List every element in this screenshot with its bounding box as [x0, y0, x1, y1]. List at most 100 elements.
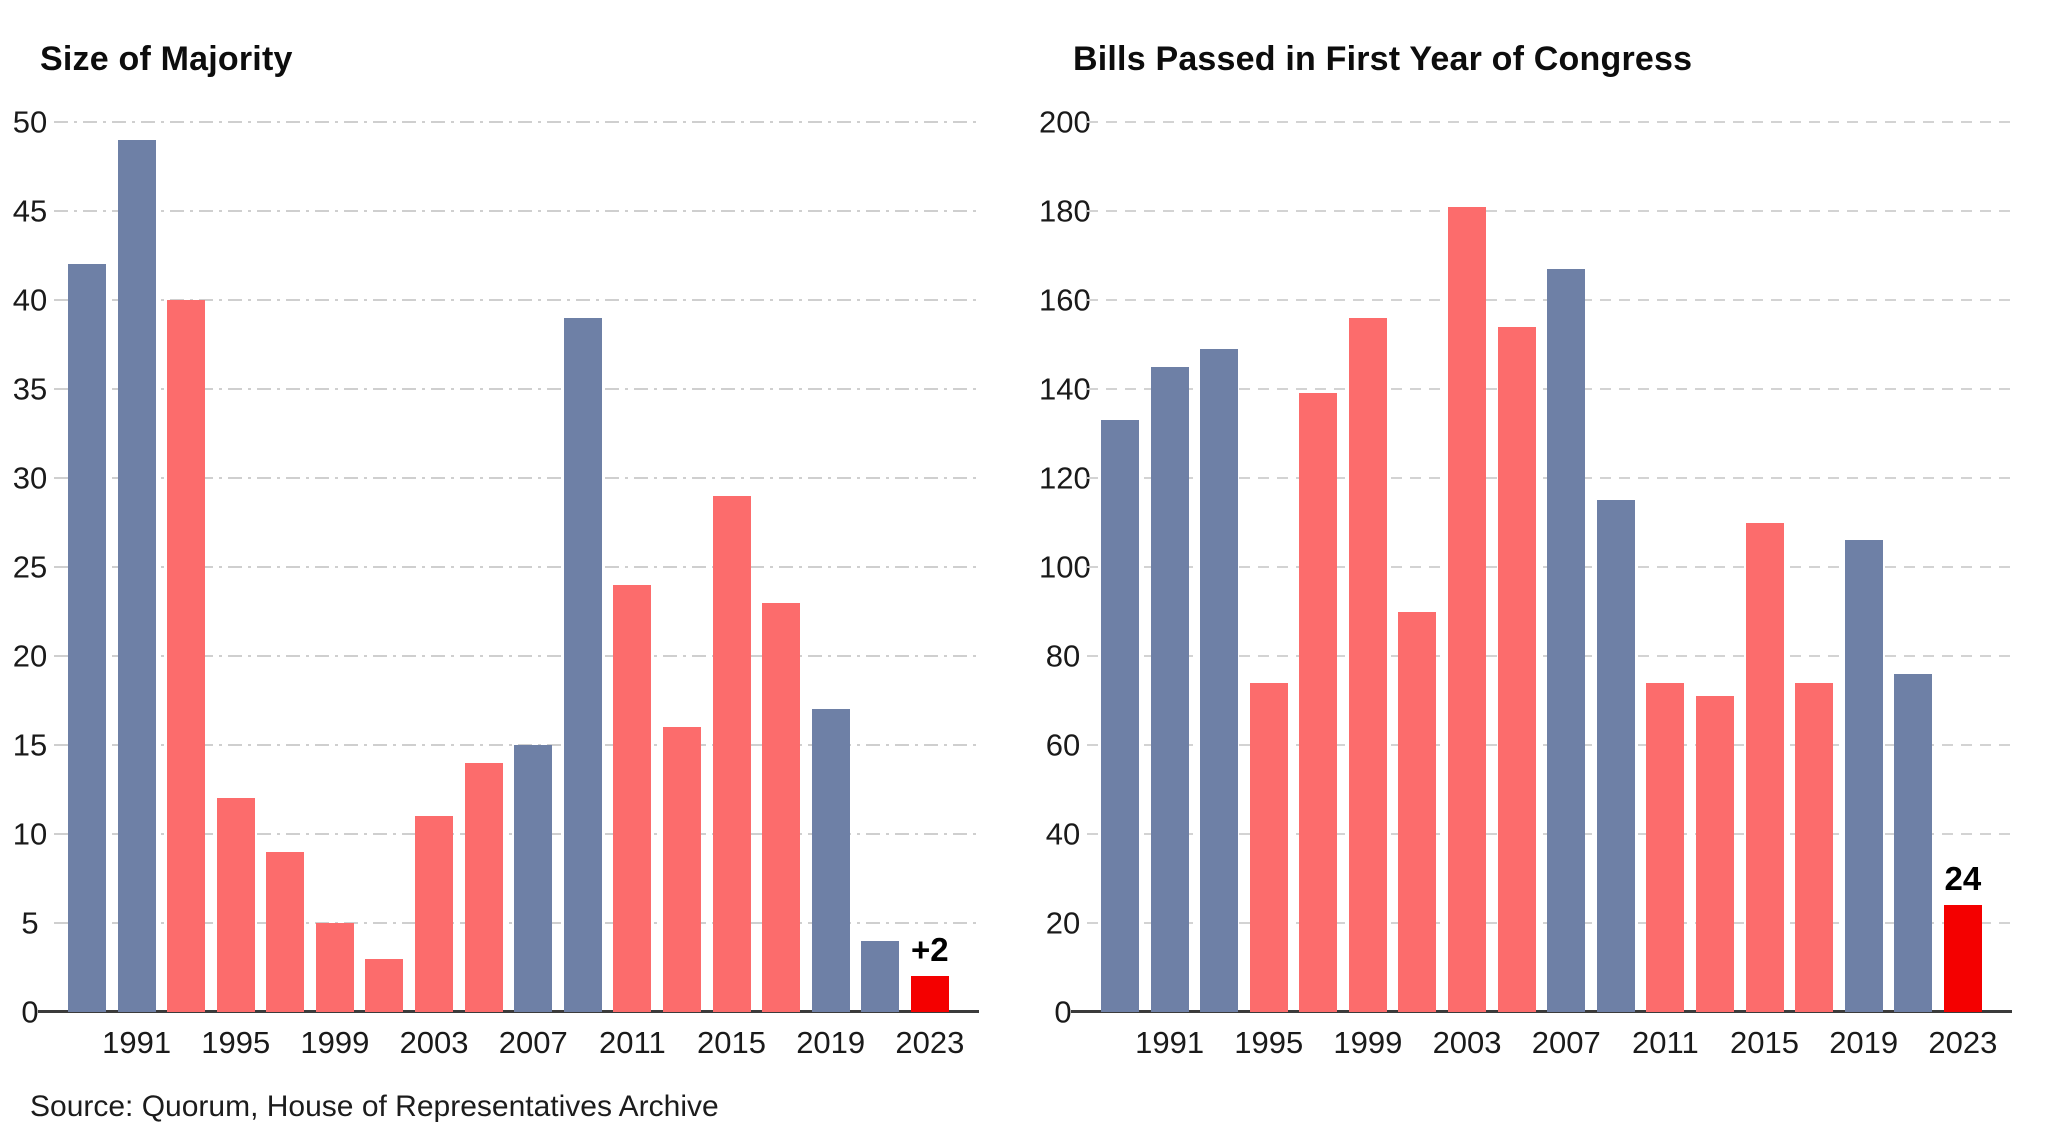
- bar-2009: [563, 317, 602, 1012]
- x-slot: 2007: [499, 1025, 568, 1064]
- x-slot: [564, 1026, 602, 1064]
- x-tick-label: 2007: [1531, 1025, 1601, 1060]
- bar-2013: [1695, 696, 1734, 1012]
- x-tick-label: 2011: [599, 1025, 666, 1060]
- bar-slot: [1448, 122, 1487, 1012]
- bar-slot: [1745, 122, 1784, 1012]
- x-slot: [167, 1026, 205, 1064]
- bar-slot: [415, 122, 454, 1012]
- plot-row: 0 5 10 15 20 25 30 35 40 45 50 +2: [6, 107, 979, 1028]
- bar-slot: [167, 122, 206, 1012]
- x-slot: 1999: [1333, 1025, 1402, 1064]
- gridline: [1087, 210, 2012, 212]
- charts-row: Size of Majority 0 5 10 15 20 25 30 35 40 45 50 +2…: [6, 38, 2012, 1064]
- x-slot: 1999: [300, 1025, 369, 1064]
- x-tick-label: 2023: [1928, 1025, 1998, 1060]
- y-tick-label: 0: [21, 994, 39, 1030]
- chart-title: Size of Majority: [40, 40, 293, 78]
- y-tick-label: 80: [1045, 638, 1081, 674]
- x-tick-label: 2019: [796, 1025, 866, 1060]
- x-slot: 2019: [1829, 1025, 1898, 1064]
- bar-2019: [1844, 540, 1883, 1012]
- x-tick-label: 2003: [1432, 1025, 1502, 1060]
- gridline: [54, 299, 979, 301]
- y-axis-labels: 0 5 10 15 20 25 30 35 40 45 50: [6, 107, 54, 1028]
- plot-row: 0 20 40 60 80 100 120 140 160 180 200 24: [1039, 107, 2012, 1028]
- bar-2021: [1894, 673, 1933, 1012]
- bar-2007: [1547, 268, 1586, 1012]
- bar-value-label: +2: [911, 931, 949, 969]
- x-slot: 2003: [1433, 1025, 1502, 1064]
- bar-2011: [1646, 682, 1685, 1012]
- bar-1993: [1200, 348, 1239, 1012]
- x-slot: [465, 1026, 503, 1064]
- y-tick-label: 60: [1045, 727, 1081, 763]
- x-slot: 2015: [697, 1025, 766, 1064]
- x-slot: [1696, 1026, 1734, 1064]
- bar-2005: [1497, 326, 1536, 1012]
- x-slot: 2019: [796, 1025, 865, 1064]
- y-tick-label: 200: [1039, 104, 1091, 140]
- bar-1989: [68, 264, 106, 1012]
- x-slot: [1795, 1026, 1833, 1064]
- bar-1991: [1150, 366, 1189, 1012]
- bar-1999: [1348, 317, 1387, 1012]
- x-slot: [365, 1026, 403, 1064]
- bar-2015: [1745, 522, 1784, 1012]
- bar-slot: [1844, 122, 1883, 1012]
- bar-slot: [266, 122, 305, 1012]
- y-tick-label: 25: [12, 549, 48, 585]
- x-axis-line: [38, 1010, 979, 1013]
- x-slot: 2011: [1632, 1025, 1699, 1064]
- gridline: [54, 388, 979, 390]
- bar-slot: [1398, 122, 1437, 1012]
- bar-slot: [563, 122, 602, 1012]
- bar-2017: [762, 602, 801, 1012]
- bar-slot: [762, 122, 801, 1012]
- bar-slot: [514, 122, 553, 1012]
- gridline: [54, 210, 979, 212]
- bar-slot: [68, 122, 106, 1012]
- x-tick-label: 1991: [102, 1025, 172, 1060]
- x-slot: [266, 1026, 304, 1064]
- x-slot: 2015: [1730, 1025, 1799, 1064]
- x-tick-label: 1995: [201, 1025, 271, 1060]
- gridline: [54, 477, 979, 479]
- chart-size-of-majority: Size of Majority 0 5 10 15 20 25 30 35 40 45 50 +2…: [6, 38, 979, 1064]
- x-tick-label: 1999: [1333, 1025, 1403, 1060]
- x-slot: 2011: [599, 1025, 666, 1064]
- gridline: [54, 566, 979, 568]
- bar-2021: [861, 940, 900, 1012]
- bar-2005: [464, 762, 503, 1012]
- gridline: [54, 655, 979, 657]
- y-tick-label: 5: [21, 905, 39, 941]
- y-tick-label: 30: [12, 460, 48, 496]
- y-tick-label: 180: [1039, 193, 1091, 229]
- bar-value-label: 24: [1944, 860, 1982, 898]
- bar-slot: [1596, 122, 1635, 1012]
- x-slot: [1299, 1026, 1337, 1064]
- bar-slot: [365, 122, 404, 1012]
- bar-slot: [1894, 122, 1933, 1012]
- chart-title: Bills Passed in First Year of Congress: [1073, 40, 1693, 78]
- gridline: [1087, 121, 2012, 123]
- x-slot: [762, 1026, 800, 1064]
- bar-1993: [167, 300, 206, 1012]
- x-axis-line: [1071, 1010, 2012, 1013]
- bar-slot: [662, 122, 701, 1012]
- bar-1989: [1101, 420, 1139, 1012]
- x-axis-labels: 1991 1995 1999 2003 2007 2011 2015 2019 2023: [54, 1025, 979, 1064]
- x-slot: 2023: [1928, 1025, 1997, 1064]
- bar-slot: [1497, 122, 1536, 1012]
- x-slot: [68, 1026, 106, 1064]
- bars-group: 24: [1087, 122, 2012, 1012]
- y-tick-label: 120: [1039, 460, 1091, 496]
- bar-slot: [1299, 122, 1338, 1012]
- bar-slot: [1695, 122, 1734, 1012]
- bar-slot: [613, 122, 652, 1012]
- bars-group: +2: [54, 122, 979, 1012]
- gridline: [54, 121, 979, 123]
- bar-slot: [1101, 122, 1139, 1012]
- bar-2001: [365, 958, 404, 1012]
- x-slot: 2003: [400, 1025, 469, 1064]
